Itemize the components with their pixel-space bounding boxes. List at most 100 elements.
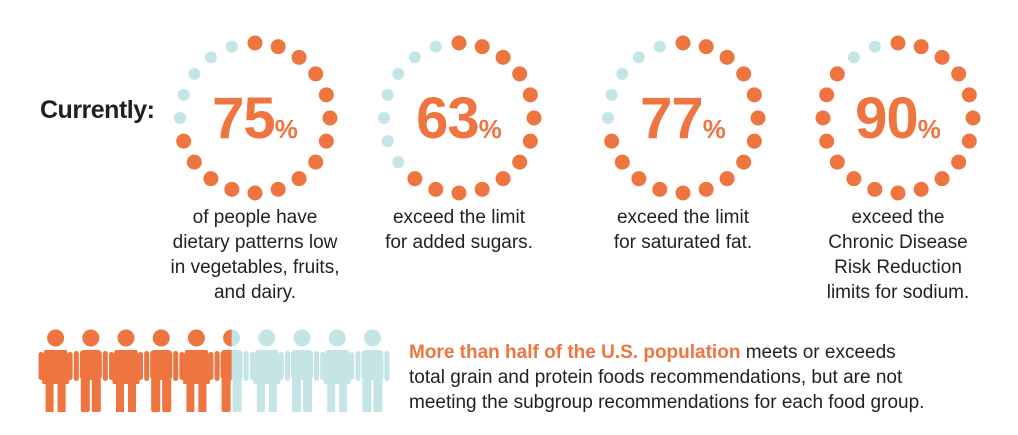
filled-dot [308, 154, 324, 170]
filled-dot [526, 110, 542, 126]
percent-number: 75 [212, 86, 276, 151]
filled-dot [746, 133, 762, 149]
percent-sign: % [478, 114, 502, 144]
empty-dot [204, 51, 217, 64]
description-line: in vegetables, fruits, [170, 257, 340, 278]
description-line: Chronic Disease [828, 232, 968, 253]
filled-dot [965, 110, 981, 126]
filled-dot [890, 35, 906, 51]
stat-description: exceed the limit for saturated fat. [593, 205, 773, 255]
empty-dot [378, 112, 390, 124]
empty-dot [605, 88, 618, 101]
filled-dot [819, 87, 835, 103]
description-line: limits for sodium. [826, 282, 970, 303]
filled-dot [224, 181, 240, 197]
note-line: More than half of the U.S. population me… [409, 340, 1009, 365]
stat-description: of people have dietary patterns low in v… [165, 205, 345, 305]
filled-dot [750, 110, 766, 126]
percent-number: 77 [640, 86, 704, 151]
description-line: exceed the [851, 207, 945, 228]
filled-dot [867, 181, 883, 197]
filled-dot [934, 171, 950, 187]
stat-card: 63% [369, 33, 549, 203]
filled-dot [604, 133, 620, 149]
percent-number: 63 [416, 86, 480, 151]
intro-label: Currently: [40, 96, 155, 124]
filled-dot [736, 154, 752, 170]
filled-dot [951, 66, 967, 82]
filled-dot [934, 49, 950, 65]
percent-sign: % [702, 114, 726, 144]
population-pictogram [38, 329, 390, 412]
filled-dot [819, 133, 835, 149]
filled-dot [512, 154, 528, 170]
empty-dot [174, 112, 186, 124]
filled-dot [186, 154, 202, 170]
filled-dot [495, 171, 511, 187]
stat-card: 75% [165, 33, 345, 203]
filled-dot [428, 181, 444, 197]
description-line: for added sugars. [385, 232, 533, 253]
filled-dot [736, 66, 752, 82]
filled-dot [631, 171, 647, 187]
note-text: meets or exceeds [745, 342, 896, 363]
filled-dot [270, 181, 286, 197]
filled-dot [474, 181, 490, 197]
filled-dot [322, 110, 338, 126]
stat-description: exceed the Chronic Disease Risk Reductio… [798, 205, 998, 305]
stat-description: exceed the limit for added sugars. [369, 205, 549, 255]
filled-dot [614, 154, 630, 170]
empty-dot [392, 67, 405, 80]
filled-dot [203, 171, 219, 187]
filled-dot [675, 185, 691, 201]
filled-dot [746, 87, 762, 103]
note-line: meeting the subgroup recommendations for… [409, 392, 925, 413]
empty-dot [616, 67, 629, 80]
filled-dot [846, 171, 862, 187]
empty-dot [429, 40, 442, 53]
filled-dot [890, 185, 906, 201]
filled-dot [961, 133, 977, 149]
filled-dot [451, 185, 467, 201]
percent-value: 90% [808, 85, 988, 152]
empty-dot [847, 51, 860, 64]
percent-sign: % [274, 114, 298, 144]
description-line: dietary patterns low [172, 232, 338, 253]
dot-ring [815, 35, 981, 201]
filled-dot [407, 171, 423, 187]
percent-number: 90 [855, 86, 919, 151]
filled-dot [961, 87, 977, 103]
description-line: exceed the limit [616, 207, 749, 228]
stat-card: 90% [808, 33, 988, 203]
filled-dot [318, 133, 334, 149]
filled-dot [308, 66, 324, 82]
filled-dot [652, 181, 668, 197]
empty-dot [188, 67, 201, 80]
description-line: Risk Reduction [834, 257, 962, 278]
percent-value: 75% [165, 85, 345, 152]
filled-dot [913, 181, 929, 197]
empty-dot [868, 40, 881, 53]
filled-dot [291, 49, 307, 65]
filled-dot [291, 171, 307, 187]
stat-card: 77% [593, 33, 773, 203]
filled-dot [829, 154, 845, 170]
empty-dot [381, 135, 394, 148]
dot-ring [378, 35, 542, 201]
filled-dot [951, 154, 967, 170]
dot-ring [602, 35, 766, 201]
filled-dot [815, 110, 831, 126]
percent-sign: % [917, 114, 941, 144]
filled-dot [247, 185, 263, 201]
filled-dot [719, 49, 735, 65]
filled-dot [270, 39, 286, 55]
filled-dot [829, 66, 845, 82]
filled-dot [176, 133, 192, 149]
note-line: total grain and protein foods recommenda… [409, 367, 903, 388]
filled-dot [675, 35, 691, 51]
people-filled-layer [38, 329, 232, 412]
filled-dot [522, 87, 538, 103]
filled-dot [719, 171, 735, 187]
filled-dot [495, 49, 511, 65]
empty-dot [408, 51, 421, 64]
